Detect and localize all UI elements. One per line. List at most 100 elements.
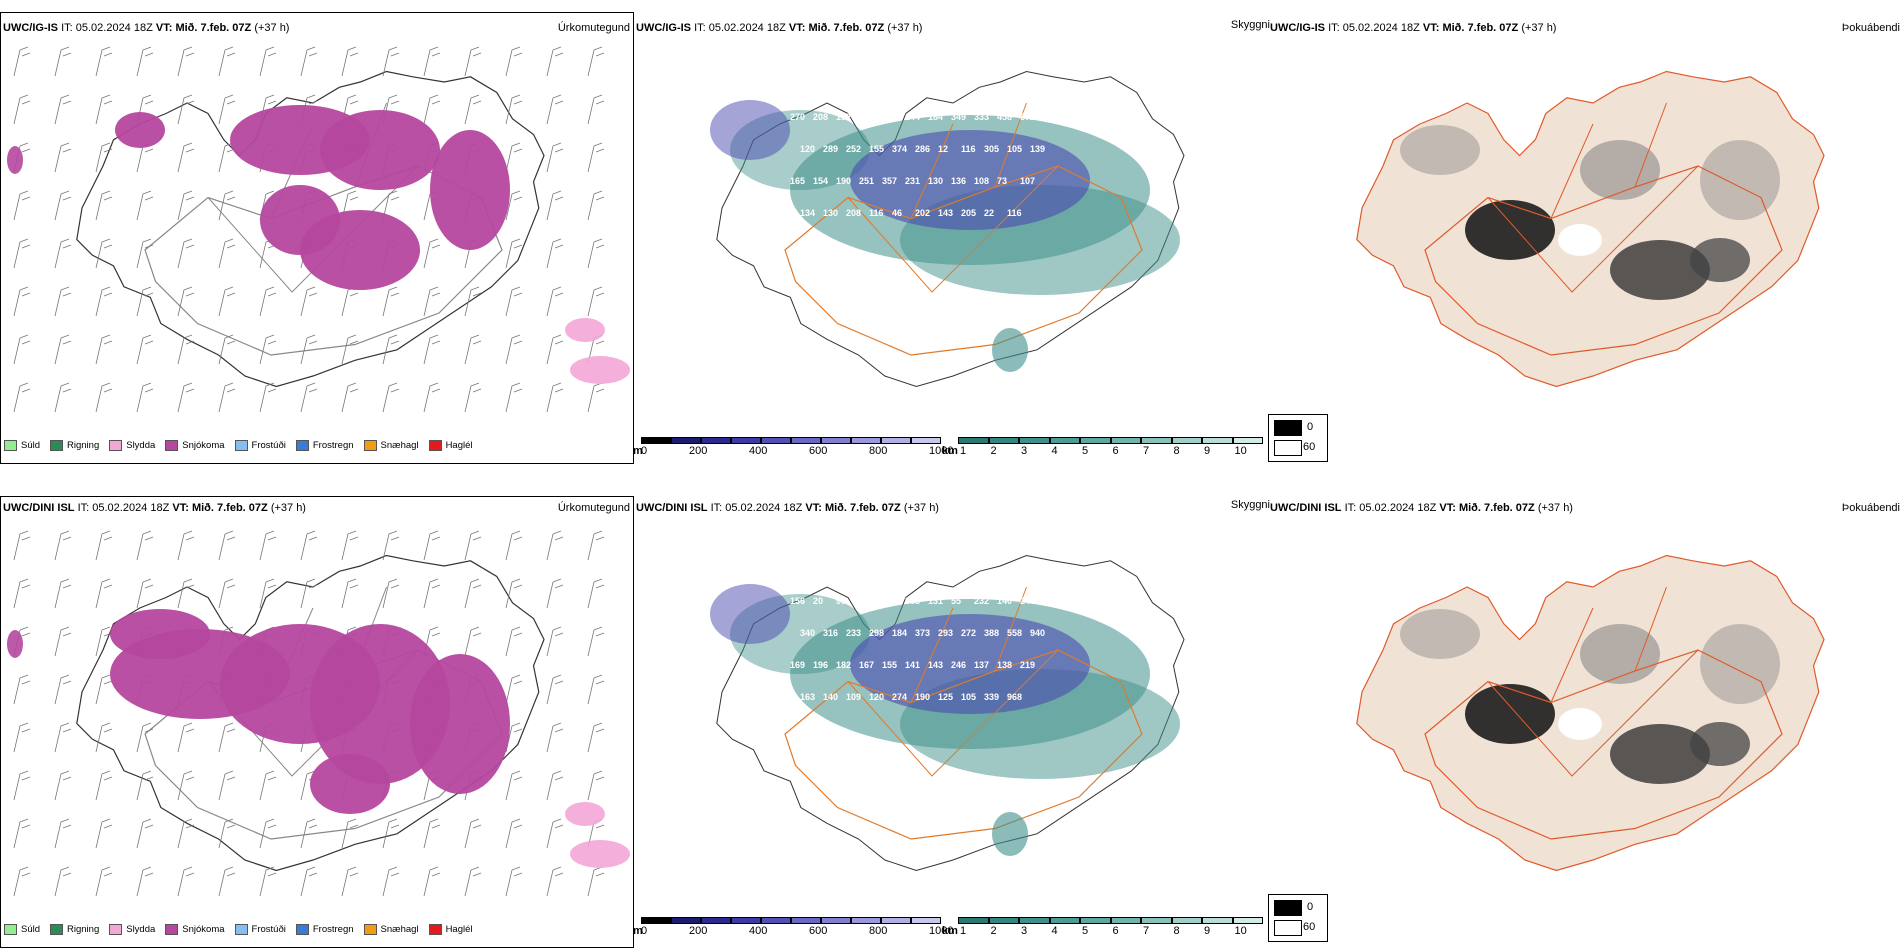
wind-barb <box>95 530 113 561</box>
legend-label: Snæhagl <box>380 440 419 451</box>
road-network <box>847 649 1059 777</box>
wind-barb <box>54 334 72 365</box>
ceiling-value-label: 208 <box>813 112 828 122</box>
wind-barb <box>505 626 523 657</box>
wind-barb <box>423 334 441 365</box>
fog-swatch-high <box>1274 900 1302 916</box>
wind-barb <box>587 626 605 657</box>
ceiling-colorbar-segment <box>791 437 821 444</box>
legend-label: Súld <box>21 440 41 451</box>
wind-barb <box>423 578 441 609</box>
legend-swatch <box>165 440 179 451</box>
wind-barb <box>587 722 605 753</box>
param-name: Skyggni <box>1230 499 1270 511</box>
wind-barb <box>382 286 400 317</box>
wind-barb <box>300 530 318 561</box>
ceiling-value-label: 373 <box>915 628 930 638</box>
ceiling-colorbar-segment <box>881 437 911 444</box>
lead-time: (+37 h) <box>270 502 306 514</box>
wind-barb <box>95 286 113 317</box>
ceiling-area <box>710 100 790 160</box>
visibility-colorbar-segment <box>1110 917 1141 924</box>
legend-item: Haglél <box>428 924 473 935</box>
wind-barb <box>13 770 31 801</box>
fog-area-high <box>1690 722 1750 766</box>
wind-barb <box>218 286 236 317</box>
wind-barb <box>423 530 441 561</box>
snow-area <box>110 609 210 659</box>
wind-barb <box>259 866 277 897</box>
wind-barb <box>218 770 236 801</box>
ceiling-value-label: 333 <box>974 112 989 122</box>
snow-area <box>7 630 23 658</box>
ceiling-value-label: 316 <box>823 628 838 638</box>
wind-barb <box>382 46 400 77</box>
wind-barb <box>136 46 154 77</box>
wind-barb <box>54 770 72 801</box>
fog-clear-area <box>1558 708 1602 740</box>
wind-barb <box>382 530 400 561</box>
ceiling-value-label: 190 <box>915 692 930 702</box>
legend-label: Frostregn <box>312 440 354 451</box>
ceiling-value-label: 120 <box>800 144 815 154</box>
wind-barb <box>54 578 72 609</box>
lead-time: (+37 h) <box>887 22 923 34</box>
wind-barb <box>136 334 154 365</box>
ceiling-value-label: 116 <box>961 144 976 154</box>
wind-barb <box>218 94 236 125</box>
wind-barb <box>136 722 154 753</box>
wind-barb <box>136 238 154 269</box>
ceiling-value-label: 363 <box>905 596 920 606</box>
fog-label-high: 0 <box>1307 901 1314 913</box>
ceiling-colorbar-tick: 1000 <box>929 445 954 457</box>
lead-time: (+37 h) <box>1521 22 1557 34</box>
wind-barb <box>95 142 113 173</box>
visibility-colorbar-tick: 3 <box>1021 445 1028 457</box>
wind-barb <box>177 334 195 365</box>
wind-barb <box>546 238 564 269</box>
panel-title-top-right: UWC/IG-IS IT: 05.02.2024 18Z VT: Mið. 7.… <box>1270 22 1557 34</box>
wind-barb <box>177 142 195 173</box>
ceiling-value-label: 274 <box>892 692 907 702</box>
wind-barb <box>587 674 605 705</box>
road-network <box>1550 586 1667 703</box>
wind-barb <box>54 818 72 849</box>
param-name: Úrkomutegund <box>557 502 630 514</box>
wind-barb <box>177 722 195 753</box>
ceiling-colorbar-segment <box>641 437 671 444</box>
wind-barb <box>54 530 72 561</box>
ceiling-colorbar-tick: 800 <box>869 445 888 457</box>
legend-swatch <box>295 440 309 451</box>
wind-barb <box>218 818 236 849</box>
ceiling-value-label: 12 <box>938 144 948 154</box>
ceiling-value-label: 192 <box>836 112 851 122</box>
ceiling-value-label: 374 <box>892 144 907 154</box>
param-name: Úrkomutegund <box>557 22 630 34</box>
ceiling-value-label: 252 <box>846 144 861 154</box>
wind-barb <box>341 818 359 849</box>
wind-barb <box>13 530 31 561</box>
ceiling-value-label: 558 <box>1007 628 1022 638</box>
visibility-area <box>992 328 1028 372</box>
legend-item: Frostúði <box>234 924 286 935</box>
road-network <box>207 165 419 293</box>
ceiling-value-label: 55 <box>951 596 961 606</box>
ceiling-value-label: 231 <box>905 176 920 186</box>
model-name: UWC/IG-IS <box>636 22 691 34</box>
visibility-colorbar-tick: 7 <box>1143 925 1150 937</box>
wind-barb <box>464 286 482 317</box>
visibility-colorbar-segment <box>1019 437 1050 444</box>
ceiling-colorbar-segment <box>821 437 851 444</box>
wind-barb <box>546 626 564 657</box>
legend-item: Slydda <box>109 924 155 935</box>
wind-barb <box>13 578 31 609</box>
visibility-colorbar-segment <box>1171 437 1202 444</box>
ceiling-value-label: 232 <box>974 596 989 606</box>
snow-area <box>310 754 390 814</box>
ceiling-value-label: 131 <box>928 596 943 606</box>
wind-barb <box>464 94 482 125</box>
wind-barb <box>587 286 605 317</box>
visibility-colorbar-segment <box>1080 917 1111 924</box>
fog-swatch-low <box>1274 920 1302 936</box>
